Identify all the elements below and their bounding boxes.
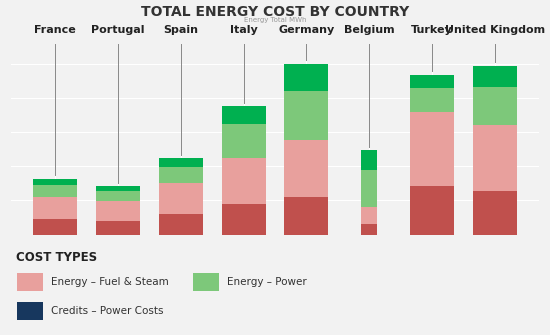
Text: Energy – Power: Energy – Power (227, 277, 307, 287)
Text: Germany: Germany (278, 25, 334, 35)
Bar (222, 204, 266, 234)
Bar (473, 125, 517, 234)
Text: Belgium: Belgium (344, 25, 394, 35)
Bar (96, 201, 140, 234)
Bar (96, 187, 140, 201)
Text: Credits – Power Costs: Credits – Power Costs (51, 306, 164, 316)
Bar (410, 75, 454, 113)
Bar (159, 183, 203, 234)
Bar (96, 221, 140, 234)
Bar (222, 158, 266, 234)
Text: France: France (34, 25, 76, 35)
Text: Italy: Italy (230, 25, 257, 35)
Text: Turkey: Turkey (411, 25, 453, 35)
Bar (410, 75, 454, 88)
Bar (410, 113, 454, 234)
Bar (96, 187, 140, 191)
Bar (473, 191, 517, 234)
Text: COST TYPES: COST TYPES (16, 251, 98, 264)
Bar (473, 66, 517, 125)
Bar (284, 64, 328, 90)
Bar (222, 106, 266, 158)
Text: Energy – Fuel & Steam: Energy – Fuel & Steam (51, 277, 169, 287)
Bar (159, 158, 203, 166)
Bar (361, 150, 377, 207)
Bar (33, 179, 77, 197)
Bar (361, 207, 377, 234)
Bar (159, 214, 203, 234)
Text: TOTAL ENERGY COST BY COUNTRY: TOTAL ENERGY COST BY COUNTRY (141, 5, 409, 19)
Bar (284, 64, 328, 140)
Bar (361, 223, 377, 234)
Bar (410, 186, 454, 234)
Text: United Kingdom: United Kingdom (445, 25, 545, 35)
Bar (222, 106, 266, 124)
Bar (33, 179, 77, 185)
Text: Energy Total MWh: Energy Total MWh (244, 17, 306, 23)
Text: Spain: Spain (163, 25, 198, 35)
Bar (159, 158, 203, 183)
Bar (473, 66, 517, 86)
Bar (361, 150, 377, 170)
Bar (284, 140, 328, 234)
Text: Portugal: Portugal (91, 25, 145, 35)
Bar (33, 219, 77, 234)
Bar (33, 197, 77, 234)
Bar (284, 197, 328, 234)
